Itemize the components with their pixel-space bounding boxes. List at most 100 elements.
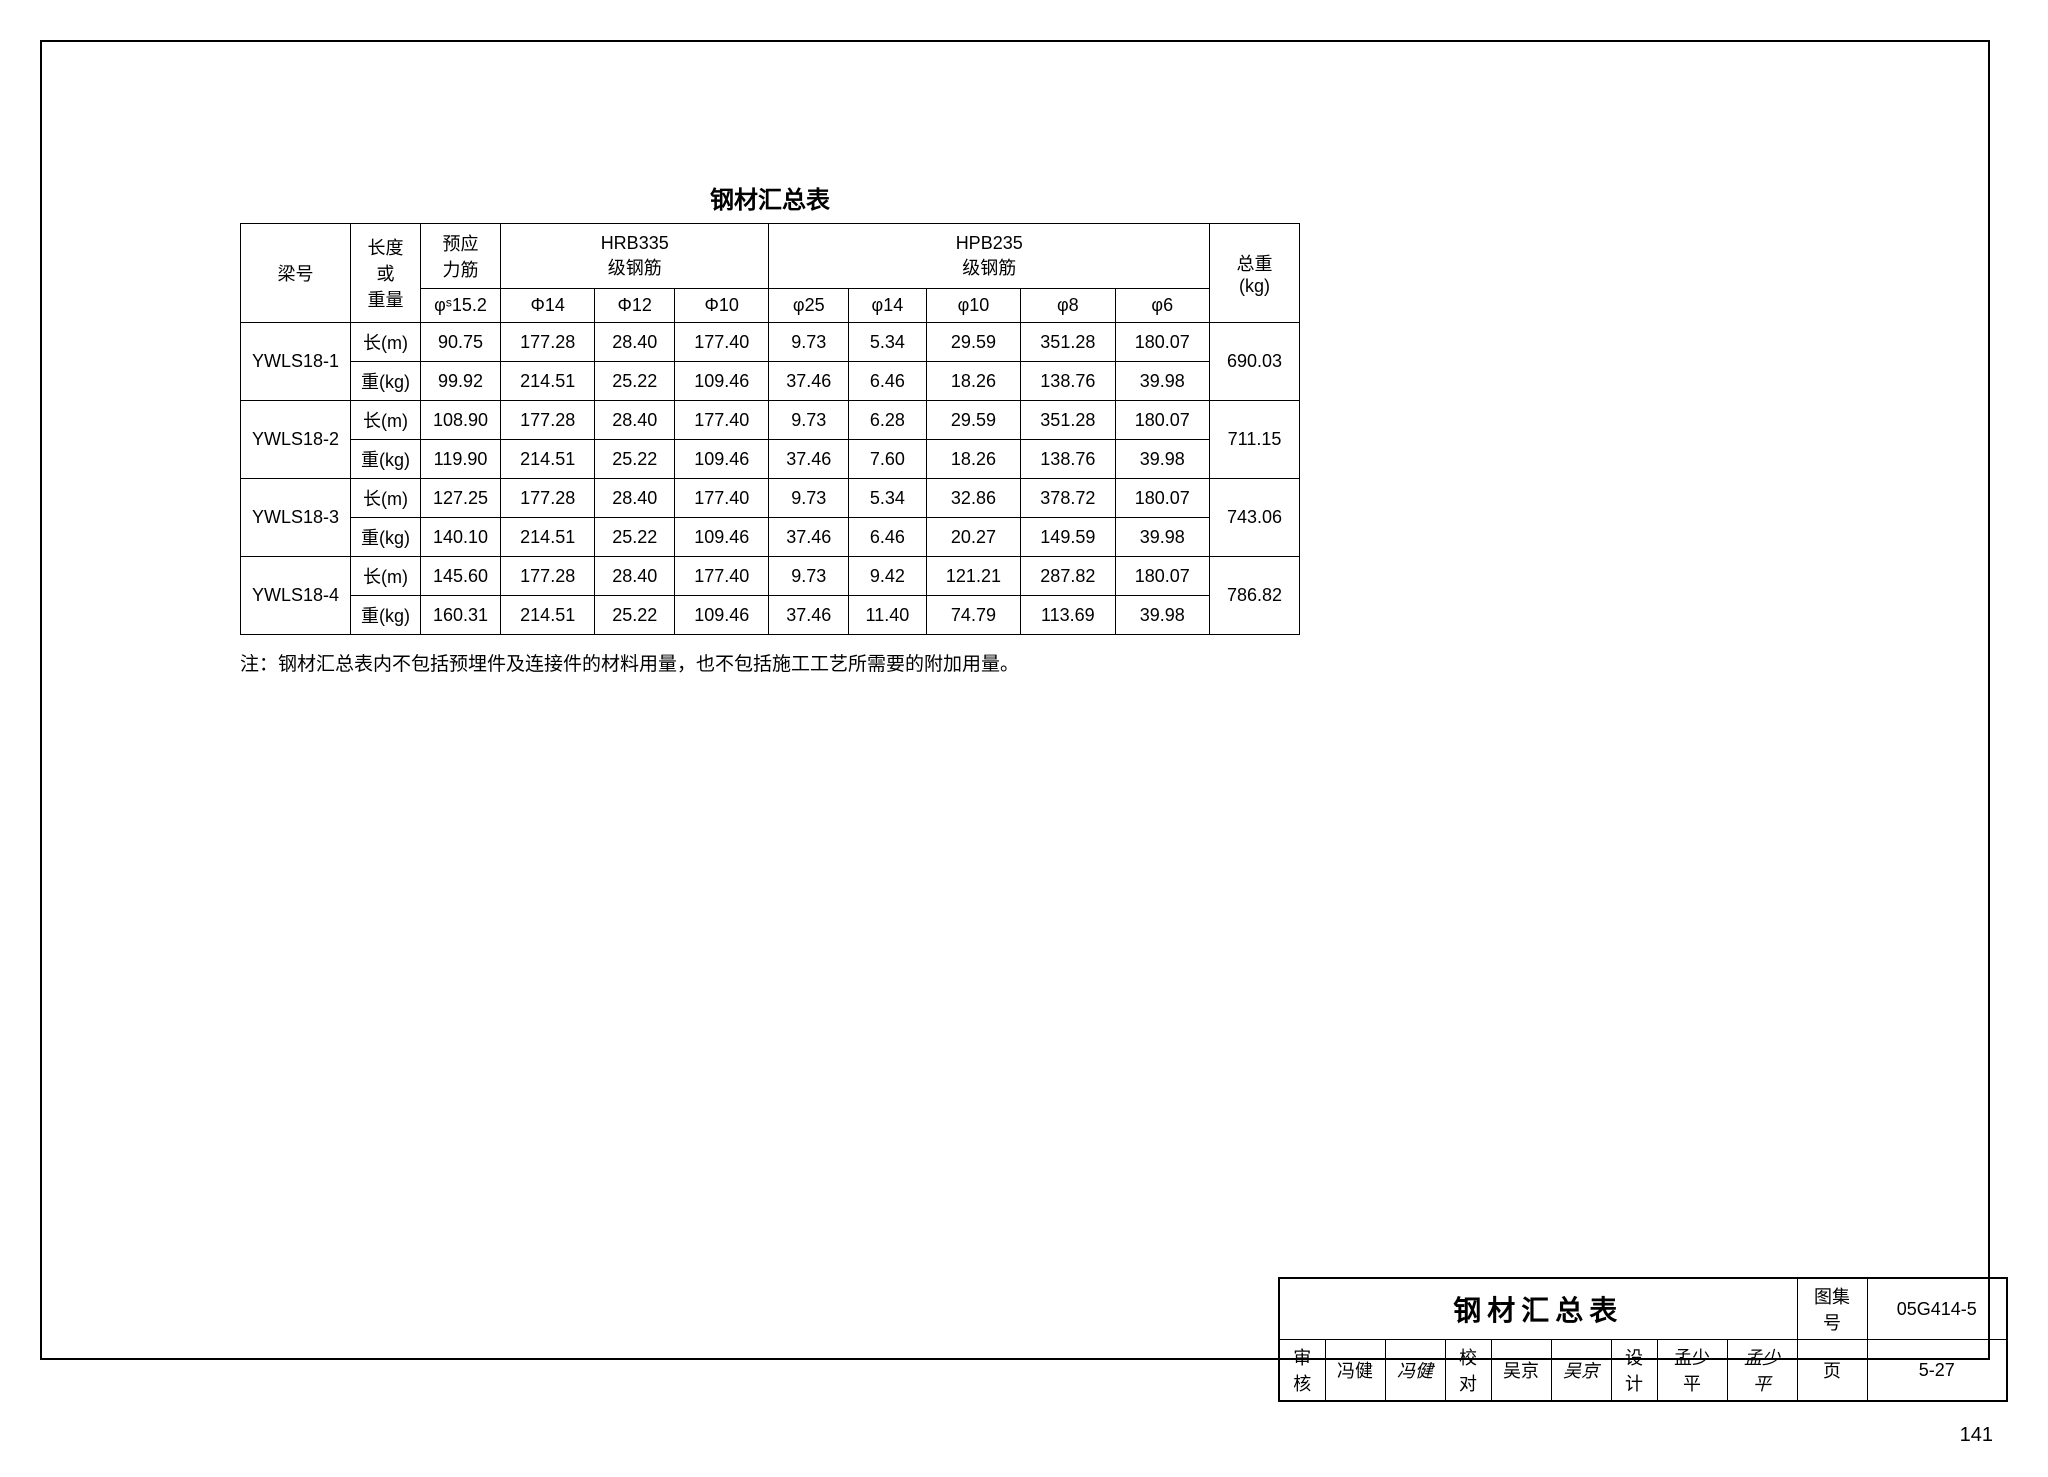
hdr-total: 总重 (kg)	[1210, 224, 1300, 323]
tb-audit-name: 冯健	[1325, 1340, 1385, 1402]
page-number: 141	[1960, 1424, 1993, 1447]
unit-wt: 重(kg)	[351, 518, 421, 557]
cell: 39.98	[1115, 440, 1209, 479]
table-title: 钢材汇总表	[240, 180, 1300, 215]
table-row: YWLS18-2长(m)108.90177.2828.40177.409.736…	[241, 401, 1300, 440]
cell: 119.90	[421, 440, 501, 479]
cell: 177.28	[501, 557, 595, 596]
cell: 180.07	[1115, 557, 1209, 596]
cell: 5.34	[849, 323, 927, 362]
tb-check-sig: 吴京	[1551, 1340, 1611, 1402]
cell: 214.51	[501, 440, 595, 479]
hdr-hpb235: HPB235 级钢筋	[769, 224, 1210, 289]
tb-design-name: 孟少平	[1657, 1340, 1727, 1402]
table-row: 重(kg)119.90214.5125.22109.4637.467.6018.…	[241, 440, 1300, 479]
cell: 287.82	[1021, 557, 1115, 596]
steel-summary-table: 梁号 长度 或 重量 预应 力筋 HRB335 级钢筋 HPB235 级钢筋 总…	[240, 223, 1300, 635]
hdr-sub-4: φ25	[769, 289, 849, 323]
hdr-sub-8: φ6	[1115, 289, 1209, 323]
total-cell: 711.15	[1210, 401, 1300, 479]
cell: 177.28	[501, 323, 595, 362]
cell: 214.51	[501, 518, 595, 557]
cell: 9.73	[769, 557, 849, 596]
beam-id: YWLS18-2	[241, 401, 351, 479]
hdr-beam: 梁号	[241, 224, 351, 323]
cell: 9.42	[849, 557, 927, 596]
hdr-sub-3: Φ10	[675, 289, 769, 323]
cell: 6.28	[849, 401, 927, 440]
hdr-sub-0: φˢ15.2	[421, 289, 501, 323]
cell: 99.92	[421, 362, 501, 401]
cell: 180.07	[1115, 401, 1209, 440]
cell: 138.76	[1021, 440, 1115, 479]
cell: 25.22	[595, 362, 675, 401]
hdr-sub-5: φ14	[849, 289, 927, 323]
beam-id: YWLS18-1	[241, 323, 351, 401]
tb-set-no: 05G414-5	[1867, 1278, 2007, 1340]
beam-id: YWLS18-3	[241, 479, 351, 557]
cell: 39.98	[1115, 362, 1209, 401]
cell: 9.73	[769, 323, 849, 362]
unit-len: 长(m)	[351, 557, 421, 596]
unit-wt: 重(kg)	[351, 362, 421, 401]
cell: 25.22	[595, 440, 675, 479]
cell: 109.46	[675, 362, 769, 401]
total-cell: 743.06	[1210, 479, 1300, 557]
hdr-sub-6: φ10	[926, 289, 1020, 323]
cell: 351.28	[1021, 323, 1115, 362]
cell: 28.40	[595, 323, 675, 362]
cell: 9.73	[769, 401, 849, 440]
total-cell: 690.03	[1210, 323, 1300, 401]
cell: 29.59	[926, 323, 1020, 362]
hdr-hrb335: HRB335 级钢筋	[501, 224, 769, 289]
tb-audit-sig: 冯健	[1385, 1340, 1445, 1402]
cell: 9.73	[769, 479, 849, 518]
cell: 180.07	[1115, 323, 1209, 362]
tb-page-no: 5-27	[1867, 1340, 2007, 1402]
cell: 113.69	[1021, 596, 1115, 635]
total-cell: 786.82	[1210, 557, 1300, 635]
cell: 378.72	[1021, 479, 1115, 518]
cell: 32.86	[926, 479, 1020, 518]
cell: 7.60	[849, 440, 927, 479]
cell: 37.46	[769, 362, 849, 401]
unit-len: 长(m)	[351, 479, 421, 518]
tb-audit-label: 审核	[1279, 1340, 1325, 1402]
cell: 74.79	[926, 596, 1020, 635]
cell: 214.51	[501, 362, 595, 401]
table-row: YWLS18-4长(m)145.60177.2828.40177.409.739…	[241, 557, 1300, 596]
cell: 37.46	[769, 440, 849, 479]
footnote: 注：钢材汇总表内不包括预埋件及连接件的材料用量，也不包括施工工艺所需要的附加用量…	[240, 649, 1300, 676]
table-body: YWLS18-1长(m)90.75177.2828.40177.409.735.…	[241, 323, 1300, 635]
cell: 214.51	[501, 596, 595, 635]
cell: 180.07	[1115, 479, 1209, 518]
table-row: 重(kg)140.10214.5125.22109.4637.466.4620.…	[241, 518, 1300, 557]
tb-design-sig: 孟少平	[1727, 1340, 1797, 1402]
unit-wt: 重(kg)	[351, 596, 421, 635]
tb-title: 钢材汇总表	[1279, 1278, 1797, 1340]
tb-design-label: 设计	[1611, 1340, 1657, 1402]
cell: 109.46	[675, 596, 769, 635]
cell: 177.40	[675, 323, 769, 362]
cell: 177.28	[501, 401, 595, 440]
tb-set-label: 图集号	[1797, 1278, 1867, 1340]
cell: 6.46	[849, 362, 927, 401]
cell: 177.40	[675, 401, 769, 440]
cell: 149.59	[1021, 518, 1115, 557]
cell: 140.10	[421, 518, 501, 557]
cell: 109.46	[675, 518, 769, 557]
cell: 28.40	[595, 401, 675, 440]
unit-len: 长(m)	[351, 323, 421, 362]
beam-id: YWLS18-4	[241, 557, 351, 635]
hdr-prestress: 预应 力筋	[421, 224, 501, 289]
cell: 6.46	[849, 518, 927, 557]
cell: 11.40	[849, 596, 927, 635]
hdr-unit: 长度 或 重量	[351, 224, 421, 323]
cell: 25.22	[595, 518, 675, 557]
cell: 28.40	[595, 557, 675, 596]
cell: 5.34	[849, 479, 927, 518]
cell: 20.27	[926, 518, 1020, 557]
hdr-sub-2: Φ12	[595, 289, 675, 323]
tb-check-name: 吴京	[1491, 1340, 1551, 1402]
cell: 121.21	[926, 557, 1020, 596]
